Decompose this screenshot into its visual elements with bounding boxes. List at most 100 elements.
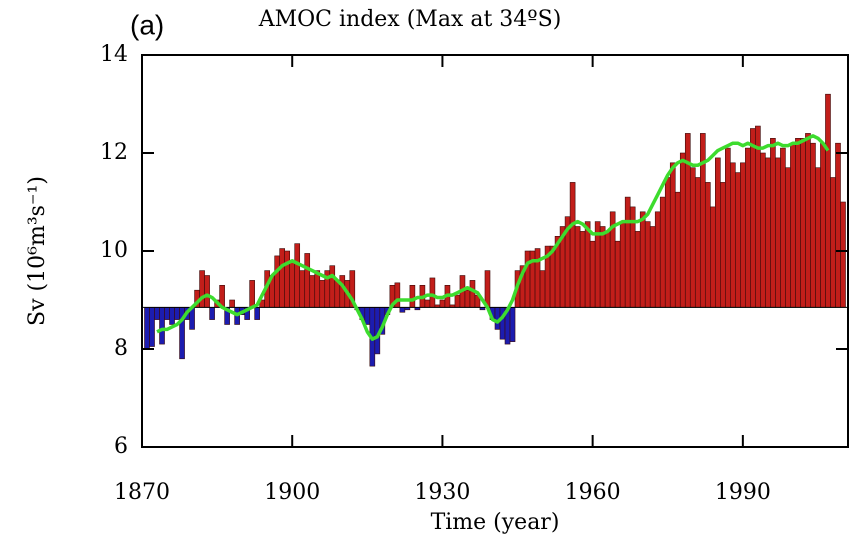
bar: [659, 196, 666, 308]
bar: [509, 307, 516, 342]
bar: [679, 152, 686, 308]
bar: [644, 221, 651, 308]
smoothed-line: [156, 134, 830, 341]
bar: [770, 138, 776, 308]
bar: [294, 243, 301, 308]
bar: [785, 167, 791, 308]
bar: [780, 147, 786, 308]
bar: [755, 125, 761, 308]
bar: [409, 284, 416, 308]
y-tick-label: 10: [100, 238, 128, 263]
bar: [154, 307, 160, 320]
bar: [604, 231, 611, 308]
y-tick-label: 14: [100, 42, 128, 67]
bar: [765, 157, 771, 308]
bar: [599, 226, 606, 308]
bar: [299, 270, 306, 308]
bar: [589, 240, 596, 308]
x-tick-label: 1990: [715, 480, 771, 505]
panel-label: (a): [130, 9, 164, 40]
bar: [740, 162, 746, 308]
bar: [715, 157, 721, 308]
bar: [835, 142, 841, 308]
bar: [810, 142, 816, 308]
bar: [524, 250, 531, 308]
bar: [775, 157, 781, 308]
bar: [805, 133, 811, 308]
bar: [649, 226, 656, 308]
bar: [249, 280, 255, 308]
bar: [144, 307, 150, 350]
bar: [454, 294, 461, 308]
bar: [574, 226, 581, 308]
y-tick-label: 8: [114, 336, 128, 361]
bar: [229, 299, 235, 308]
bar: [309, 275, 316, 308]
bar: [790, 142, 796, 308]
bar: [750, 128, 756, 308]
bar: [159, 307, 165, 345]
bar: [664, 177, 671, 308]
bar: [800, 138, 806, 308]
bar: [204, 275, 210, 308]
bar: [735, 172, 741, 308]
bar: [730, 162, 736, 308]
bar: [619, 221, 626, 308]
bar: [579, 231, 586, 308]
y-tick-label: 12: [100, 140, 128, 165]
bar: [314, 270, 321, 308]
bar: [174, 307, 180, 320]
bar: [284, 250, 291, 308]
bar: [279, 248, 286, 308]
bar: [795, 138, 801, 308]
x-tick-label: 1870: [114, 480, 170, 505]
bar: [169, 307, 175, 325]
bar: [339, 275, 346, 308]
x-tick-label: 1960: [565, 480, 621, 505]
bar: [614, 240, 621, 308]
chart-title: AMOC index (Max at 34ºS): [258, 7, 562, 32]
x-tick-label: 1900: [264, 480, 320, 505]
bar: [745, 147, 751, 308]
bar: [820, 142, 826, 308]
bar: [710, 206, 716, 308]
bar: [464, 289, 471, 308]
bar: [469, 280, 476, 308]
bar: [319, 280, 326, 308]
bar: [364, 307, 371, 325]
bar: [624, 196, 631, 308]
bar: [825, 93, 831, 308]
bar: [694, 177, 701, 308]
y-tick-label: 6: [114, 434, 128, 459]
bar: [549, 245, 556, 308]
bar: [654, 211, 661, 308]
bar: [329, 265, 336, 308]
bar: [429, 277, 436, 308]
bar: [760, 152, 766, 308]
bar: [149, 307, 155, 347]
bar: [840, 201, 846, 308]
bar: [274, 255, 280, 308]
bar: [304, 253, 311, 308]
x-axis-label: Time (year): [431, 510, 560, 535]
bar: [534, 248, 541, 308]
bar: [209, 307, 215, 320]
bar: [725, 147, 731, 308]
bar: [674, 191, 681, 308]
bar: [569, 182, 576, 308]
bar: [684, 133, 691, 308]
bar: [669, 162, 676, 308]
bar: [289, 260, 296, 308]
bar: [584, 221, 591, 308]
bar: [539, 270, 546, 308]
bar: [199, 270, 205, 308]
bar: [399, 307, 406, 313]
bar: [634, 231, 641, 308]
x-tick-label: 1930: [414, 480, 470, 505]
bar: [830, 177, 836, 308]
bar: [439, 299, 446, 308]
bar: [815, 167, 821, 308]
bar: [164, 307, 170, 320]
bar: [689, 167, 696, 308]
